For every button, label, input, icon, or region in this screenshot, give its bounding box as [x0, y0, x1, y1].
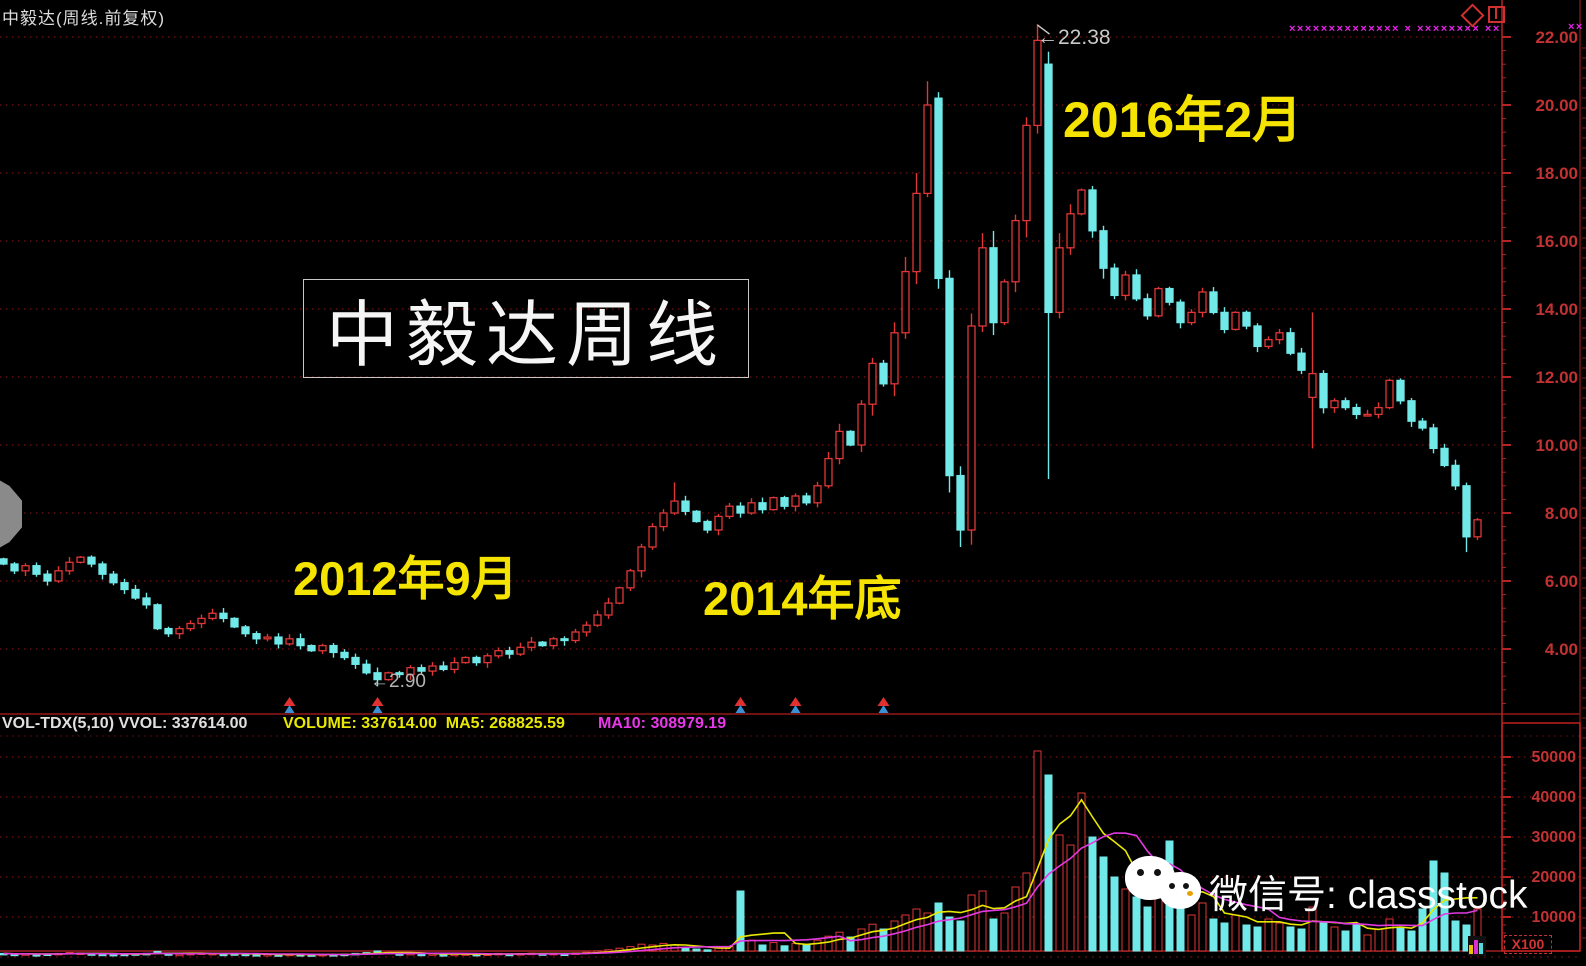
chart-title-box: 中毅达周线	[303, 279, 749, 378]
price-axis-label: 18.00	[1535, 164, 1578, 183]
left-panel-toggle[interactable]	[0, 477, 22, 551]
chart-title-text: 中毅达周线	[325, 296, 726, 376]
annotation-2014-end: 2014年底	[703, 572, 902, 625]
volume-indicator-legend: VOL-TDX(5,10) VVOL: 337614.00 VOLUME: 33…	[0, 715, 1480, 737]
masked-ticker-text: ×××××××××××××× × ×××××××× ××	[1289, 23, 1501, 35]
wechat-watermark: 微信号: classstock	[1125, 850, 1585, 930]
window-title: 中毅达(周线.前复权)	[2, 9, 166, 28]
wechat-icon-small-bubble	[1159, 872, 1202, 916]
masked-ticker-text-2: ××	[1568, 21, 1584, 33]
mini-chart-icon[interactable]	[1468, 936, 1486, 956]
price-axis-label: 12.00	[1535, 368, 1578, 387]
volume-axis-label: 30000	[1531, 829, 1577, 846]
price-axis-label: 22.00	[1535, 28, 1578, 47]
price-axis-label: 16.00	[1535, 232, 1578, 251]
price-axis-label: 14.00	[1535, 300, 1578, 319]
legend-vol-tdx: VOL-TDX(5,10) VVOL: 337614.00	[2, 715, 248, 732]
volume-axis-label: 20000	[1531, 869, 1577, 886]
price-axis-label: 6.00	[1544, 572, 1578, 591]
peak-price-annotation: ←22.38	[1037, 26, 1111, 49]
wechat-id-text: 微信号: classstock	[1209, 874, 1528, 917]
low-price-annotation: ←2.90	[370, 671, 426, 692]
price-axis-label: 8.00	[1544, 504, 1578, 523]
legend-volume-ma5: VOLUME: 337614.00 MA5: 268825.59	[283, 715, 565, 732]
volume-axis-label: 50000	[1531, 749, 1577, 766]
price-axis-label: 20.00	[1535, 96, 1578, 115]
volume-axis-label: 40000	[1531, 789, 1577, 806]
price-axis-label: 4.00	[1544, 640, 1578, 659]
legend-ma10: MA10: 308979.19	[598, 715, 727, 732]
annotation-2012-09: 2012年9月	[293, 552, 518, 605]
price-axis-label: 10.00	[1535, 436, 1578, 455]
annotation-2016-02: 2016年2月	[1063, 92, 1303, 148]
restore-window-icon[interactable]	[1488, 6, 1505, 23]
volume-axis-label: 10000	[1531, 909, 1577, 926]
volume-scale-button[interactable]: X100	[1504, 935, 1552, 954]
